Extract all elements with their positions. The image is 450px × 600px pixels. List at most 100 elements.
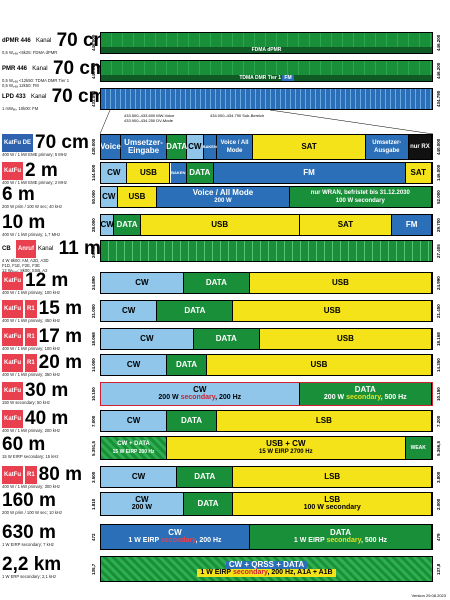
segment-usb: USB [127, 163, 171, 183]
band-label: KatFu R1 20 m 400 W / 1 kW primary; 350 kH… [2, 352, 82, 378]
channel-grid [101, 89, 432, 109]
segment-data: DATA [177, 467, 234, 487]
segment-cw-qrss-data: CW + QRSS + DATA 1 W EIRP secondary, 200 … [101, 557, 432, 581]
note: 433.500–433.600 MW-Voice [124, 113, 175, 118]
band-bar [100, 240, 433, 262]
band-11m: CB Anruf Kanal 11 m 4 W 8k00: AM, A2D, A3… [0, 238, 450, 274]
freq-high: 5.366,5 [436, 440, 441, 456]
band-bar: CW + DATA 15 W EIRP 200 Hz USB + CW 15 W E… [100, 436, 433, 460]
segment-voice: Voice [101, 135, 121, 159]
freq-low: 1.810 [91, 498, 96, 510]
freq-high: 27.405 [436, 244, 441, 258]
freq-high: 21.450 [436, 304, 441, 318]
channel-grid [101, 241, 432, 261]
segment-fm: FM [213, 163, 406, 183]
segment-usb: USB [140, 215, 300, 235]
version-label: Version 29.08.2023 [411, 593, 446, 598]
band-label: PMR 446 Kanal 70 cm 0,5 Wₚₑₐ <12k50: TDM… [2, 58, 107, 89]
note: 434.000–434.790 Sub-Bereich [210, 113, 265, 118]
band-label: 10 m 400 W / 1 kW primary; 1,7 MHz [2, 212, 61, 237]
segment-beacon: BAKEN [170, 163, 188, 183]
freq-low: 28.000 [91, 218, 96, 232]
band-label: KatFu DE 70 cm 400 W / 1 kW EME primary; … [2, 132, 89, 158]
zoom-lines [100, 110, 433, 134]
band-label: 630 m 1 W EIRP secondary; 7 kHz [2, 522, 56, 547]
segment-cw: CW [187, 135, 204, 159]
segment-data: DATA 1 W EIRP secondary, 500 Hz [249, 525, 432, 549]
freq-high: 446.200 [436, 34, 441, 52]
segment-sat: SAT [253, 135, 366, 159]
freq-low: 14.000 [91, 358, 96, 372]
segment-repeater-input: Umsetzer-Eingabe [120, 135, 168, 159]
freq-high: 14.350 [436, 358, 441, 372]
band-2m: KatFu 2 m 400 W / 1 kW EME primary; 2 MHz… [0, 161, 450, 185]
band-10m: 10 m 400 W / 1 kW primary; 1,7 MHz 28.00… [0, 212, 450, 237]
band-bar: CW DATA LSB [100, 410, 433, 432]
band-bar: Voice Umsetzer-Eingabe DATA CW BAKEN Voi… [100, 134, 433, 160]
segment-lsb: LSB [216, 411, 432, 431]
freq-low: 10.100 [91, 387, 96, 401]
freq-low: 430.000 [91, 138, 96, 156]
segment-cw: CW [101, 273, 184, 293]
segment-cw-data: CW + DATA 15 W EIRP 200 Hz [101, 437, 168, 459]
band-bar: CW USB BAKEN DATA FM SAT [100, 162, 433, 184]
freq-high: 2.000 [436, 498, 441, 510]
freq-low: 433.050 [91, 90, 96, 108]
band-bar: CW DATA USB [100, 354, 433, 376]
segment-cw: CW [101, 187, 118, 207]
segment-cw: CW [101, 467, 178, 487]
segment-cw: CW [101, 355, 168, 375]
segment-voice-all: Voice / All Mode [216, 135, 254, 159]
segment-data: DATA [193, 329, 260, 349]
freq-high: 3.800 [436, 471, 441, 483]
band-bar: CW 200 W secondary, 200 Hz DATA 200 W seco… [100, 382, 433, 406]
segment-sat: SAT [405, 163, 432, 183]
freq-low: 50.000 [91, 190, 96, 204]
band-label: LPD 433 Kanal 70 cm 1 mWₑᵣₚ 10k00: FM [2, 86, 106, 112]
segment-data: DATA [167, 355, 207, 375]
segment-data: DATA [166, 135, 187, 159]
freq-low: 144.000 [91, 164, 96, 182]
segment-usb: USB [206, 355, 432, 375]
band-bar: CW DATA USB [100, 328, 433, 350]
band-label: KatFu 12 m 400 W / 1 kW primary; 100 kHz [2, 270, 69, 296]
segment-cw: CW [101, 163, 128, 183]
segment-data: DATA [187, 163, 214, 183]
band-20m: KatFu R1 20 m 400 W / 1 kW primary; 350 kH… [0, 352, 450, 378]
segment-data: DATA [183, 273, 250, 293]
band-pmr: PMR 446 Kanal 70 cm 0,5 Wₚₑₐ <12k50: TDM… [0, 59, 450, 88]
freq-high: 10.150 [436, 387, 441, 401]
band-label: CB Anruf Kanal 11 m 4 W 8k00: AM, A2D, A3… [2, 238, 101, 274]
segment-rx-only: nur RX [408, 135, 432, 159]
band-bar: CW DATA USB SAT FM [100, 214, 433, 236]
band-bar: TDMA DMR Tier 1 FM [100, 60, 433, 82]
band-bar: CW 1 W EIRP secondary, 200 Hz DATA 1 W EIR… [100, 524, 433, 550]
band-bar: CW USB Voice / All Mode 200 W nur WRAN, b… [100, 186, 433, 208]
freq-high: 446.200 [436, 62, 441, 80]
freq-low: 26.565 [91, 244, 96, 258]
band-bar: FDMA dPMR [100, 32, 433, 54]
freq-low: 472 [91, 533, 96, 541]
segment-voice-all: Voice / All Mode 200 W [157, 187, 290, 207]
freq-high: 52.000 [436, 190, 441, 204]
band-17m: KatFu R1 17 m 400 W / 1 kW primary; 100 kH… [0, 326, 450, 352]
freq-high: 18.168 [436, 332, 441, 346]
freq-high: 7.200 [436, 415, 441, 427]
segment-cw: CW [101, 329, 194, 349]
segment-beacon: BAKEN [203, 135, 217, 159]
band-2200m: 2,2 km 1 W ERP secondary; 2,1 kHz 135,7 … [0, 554, 450, 582]
band-160m: 160 m 200 W prim / 100 W sec; 10 kHz 1.8… [0, 491, 450, 516]
band-30m: KatFu 30 m 150 W secondary; 50 kHz 10.100… [0, 381, 450, 406]
segment-wran: nur WRAN, befristet bis 31.12.2030 100 W … [289, 187, 432, 207]
segment-data: DATA [183, 493, 234, 515]
band-bar: CW DATA USB [100, 272, 433, 294]
segment-cw: CW [101, 215, 115, 235]
segment-data: DATA 200 W secondary, 500 Hz [299, 383, 432, 405]
band-label: KatFu R1 15 m 400 W / 1 kW primary; 450 kH… [2, 298, 82, 324]
segment-data: DATA [167, 411, 217, 431]
band-label: 2,2 km 1 W ERP secondary; 2,1 kHz [2, 554, 62, 579]
band-label: KatFu R1 17 m 400 W / 1 kW primary; 100 kH… [2, 326, 82, 352]
band-label: 60 m 15 W EIRP secondary; 15 kHz [2, 434, 59, 459]
freq-high: 434.790 [436, 90, 441, 108]
band-bar: CW DATA LSB [100, 466, 433, 488]
